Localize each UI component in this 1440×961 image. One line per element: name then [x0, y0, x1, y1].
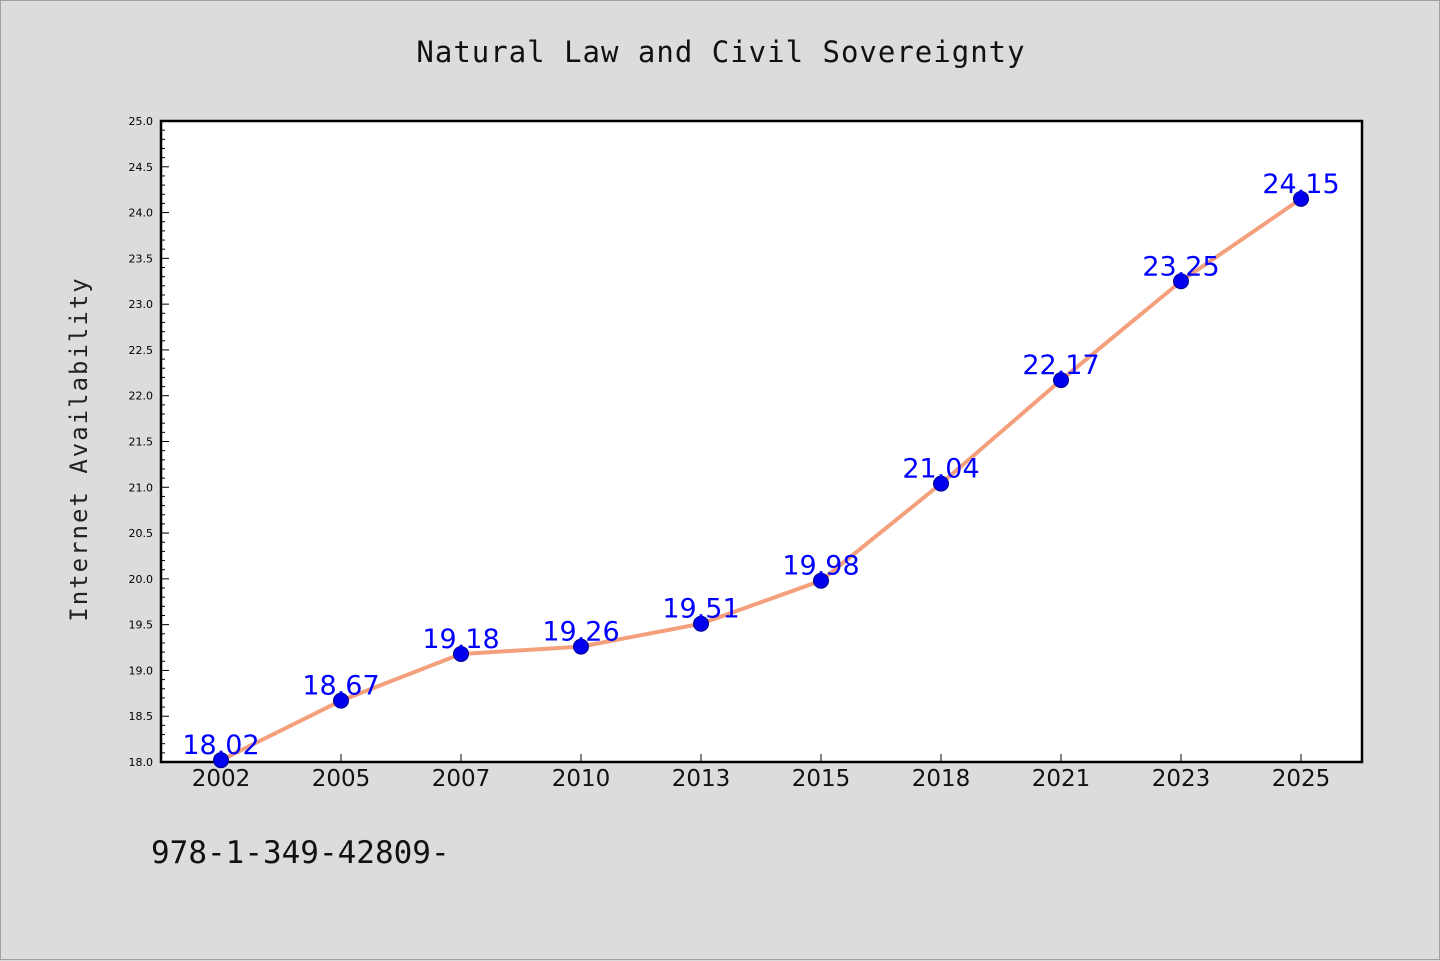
y-tick-label: 21.5 [129, 436, 154, 449]
x-tick-label: 2018 [912, 766, 971, 792]
x-tick-label: 2010 [552, 766, 611, 792]
data-label: 23.25 [1142, 251, 1219, 282]
data-label: 19.26 [542, 617, 619, 648]
data-label: 22.17 [1022, 350, 1099, 381]
y-tick-label: 24.0 [129, 207, 154, 220]
data-point [333, 692, 349, 709]
data-point [693, 615, 709, 632]
data-point [453, 645, 469, 662]
x-tick-label: 2025 [1272, 766, 1331, 792]
x-tick-label: 2023 [1152, 766, 1211, 792]
x-tick-label: 2007 [432, 766, 491, 792]
y-tick-label: 20.0 [129, 573, 154, 586]
x-tick-label: 2013 [672, 766, 731, 792]
data-point [573, 638, 589, 655]
data-label: 18.02 [182, 730, 259, 761]
data-point [213, 752, 229, 769]
y-tick-label: 22.5 [129, 344, 154, 357]
data-label: 24.15 [1262, 169, 1339, 200]
y-tick-label: 18.0 [129, 756, 154, 769]
y-tick-label: 23.0 [129, 298, 154, 311]
y-tick-label: 18.5 [129, 710, 154, 723]
data-label: 19.18 [422, 624, 499, 655]
y-tick-label: 21.0 [129, 481, 154, 494]
y-tick-label: 25.0 [129, 115, 154, 128]
data-label: 19.98 [782, 551, 859, 582]
plot-frame [159, 119, 1364, 764]
x-tick-label: 2005 [312, 766, 371, 792]
data-label: 19.51 [662, 594, 739, 625]
data-point [1173, 273, 1189, 290]
x-tick-label: 2002 [192, 766, 251, 792]
y-tick-label: 22.0 [129, 390, 154, 403]
isbn-code: 978-1-349-42809- [151, 835, 450, 871]
data-label: 21.04 [902, 454, 979, 485]
y-tick-label: 19.0 [129, 664, 154, 677]
y-tick-label: 20.5 [129, 527, 154, 540]
data-point [1053, 372, 1069, 389]
chart-title: Natural Law and Civil Sovereignty [416, 35, 1026, 69]
data-point [813, 572, 829, 589]
data-point [933, 475, 949, 492]
series-line [219, 196, 1303, 763]
plot-area [161, 121, 1362, 762]
y-tick-label: 24.5 [129, 161, 154, 174]
y-tick-label: 19.5 [129, 619, 154, 632]
x-tick-label: 2015 [792, 766, 851, 792]
x-tick-label: 2021 [1032, 766, 1091, 792]
data-label: 18.67 [302, 671, 379, 702]
y-tick-label: 23.5 [129, 252, 154, 265]
data-point [1293, 190, 1309, 207]
